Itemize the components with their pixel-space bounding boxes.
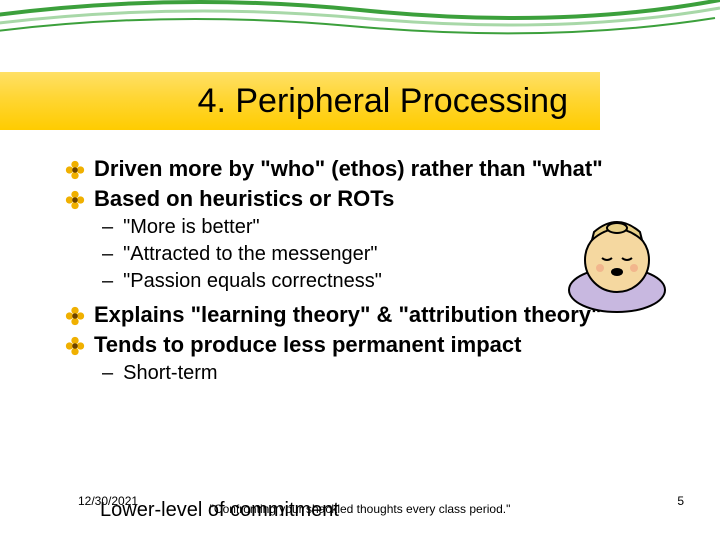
dash-icon: – [102, 360, 113, 387]
dash-icon: – [102, 268, 113, 295]
bullet-text: Based on heuristics or ROTs [94, 185, 394, 213]
page-number: 5 [677, 494, 684, 508]
flower-bullet-icon [64, 335, 86, 357]
dash-icon: – [102, 214, 113, 241]
sub-bullet-text: "Passion equals correctness" [123, 268, 382, 295]
sub-bullet-text: "More is better" [123, 214, 259, 241]
sleeping-face-clipart [562, 210, 672, 320]
slide-title: 4. Peripheral Processing [198, 82, 568, 121]
sub-bullet-text: "Attracted to the messenger" [123, 241, 377, 268]
bullet-item: Tends to produce less permanent impact [64, 331, 664, 359]
footer-date: 12/30/2021 [78, 494, 138, 508]
bullet-item: Based on heuristics or ROTs [64, 185, 664, 213]
dash-icon: – [102, 241, 113, 268]
bullet-item: Driven more by "who" (ethos) rather than… [64, 155, 664, 183]
flower-bullet-icon [64, 305, 86, 327]
sub-bullet-text: Short-term [123, 360, 217, 387]
bullet-text: Tends to produce less permanent impact [94, 331, 521, 359]
bullet-text: Driven more by "who" (ethos) rather than… [94, 155, 603, 183]
sub-bullet-item: – Short-term [102, 360, 664, 387]
footer-quote: "Confronting your shackled thoughts ever… [200, 502, 520, 518]
flower-bullet-icon [64, 189, 86, 211]
bullet-text: Explains "learning theory" & "attributio… [94, 301, 601, 329]
title-bar: 4. Peripheral Processing [0, 72, 600, 130]
flower-bullet-icon [64, 159, 86, 181]
